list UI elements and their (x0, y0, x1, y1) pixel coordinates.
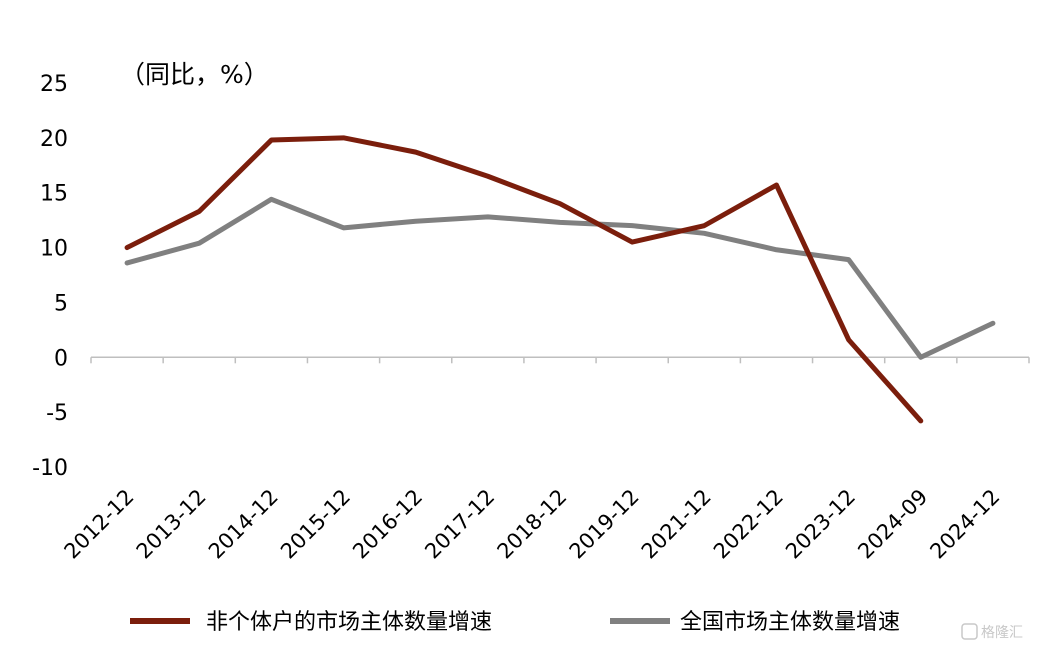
x-tick-label: 2024-09 (853, 485, 932, 564)
x-tick-label: 2018-12 (493, 485, 572, 564)
y-tick-label: 5 (54, 291, 68, 316)
x-axis: 2012-122013-122014-122015-122016-122017-… (60, 356, 1030, 564)
watermark-text: 格隆汇 (981, 625, 1023, 641)
x-tick-label: 2014-12 (204, 485, 283, 564)
x-tick-label: 2012-12 (60, 485, 139, 564)
x-tick-label: 2024-12 (925, 485, 1004, 564)
legend: 非个体户的市场主体数量增速 全国市场主体数量增速 (130, 610, 900, 635)
x-tick-label: 2019-12 (565, 485, 644, 564)
legend-label-1: 全国市场主体数量增速 (680, 610, 900, 635)
x-tick-label: 2022-12 (709, 485, 788, 564)
y-tick-label: 0 (54, 346, 68, 371)
series-group (124, 135, 996, 424)
x-tick-label: 2016-12 (348, 485, 427, 564)
watermark-logo-icon (961, 623, 978, 640)
y-axis: 25 20 15 10 5 0 -5 -10 (32, 72, 68, 481)
y-tick-label: 20 (40, 127, 68, 152)
y-tick-label: -10 (32, 456, 68, 481)
y-tick-label: 25 (40, 72, 68, 97)
x-tick-label: 2023-12 (781, 485, 860, 564)
series-line-1 (124, 196, 996, 360)
series-line-0 (124, 135, 924, 424)
y-tick-label: 15 (40, 182, 68, 207)
x-tick-label: 2015-12 (276, 485, 355, 564)
x-tick-label: 2013-12 (132, 485, 211, 564)
x-tick-label: 2021-12 (637, 485, 716, 564)
unit-label: （同比，%） (120, 60, 269, 89)
x-tick-label: 2017-12 (420, 485, 499, 564)
y-tick-label: 10 (40, 237, 68, 262)
watermark: 格隆汇 (961, 623, 1023, 641)
legend-label-0: 非个体户的市场主体数量增速 (206, 610, 492, 635)
y-tick-label: -5 (46, 401, 68, 426)
